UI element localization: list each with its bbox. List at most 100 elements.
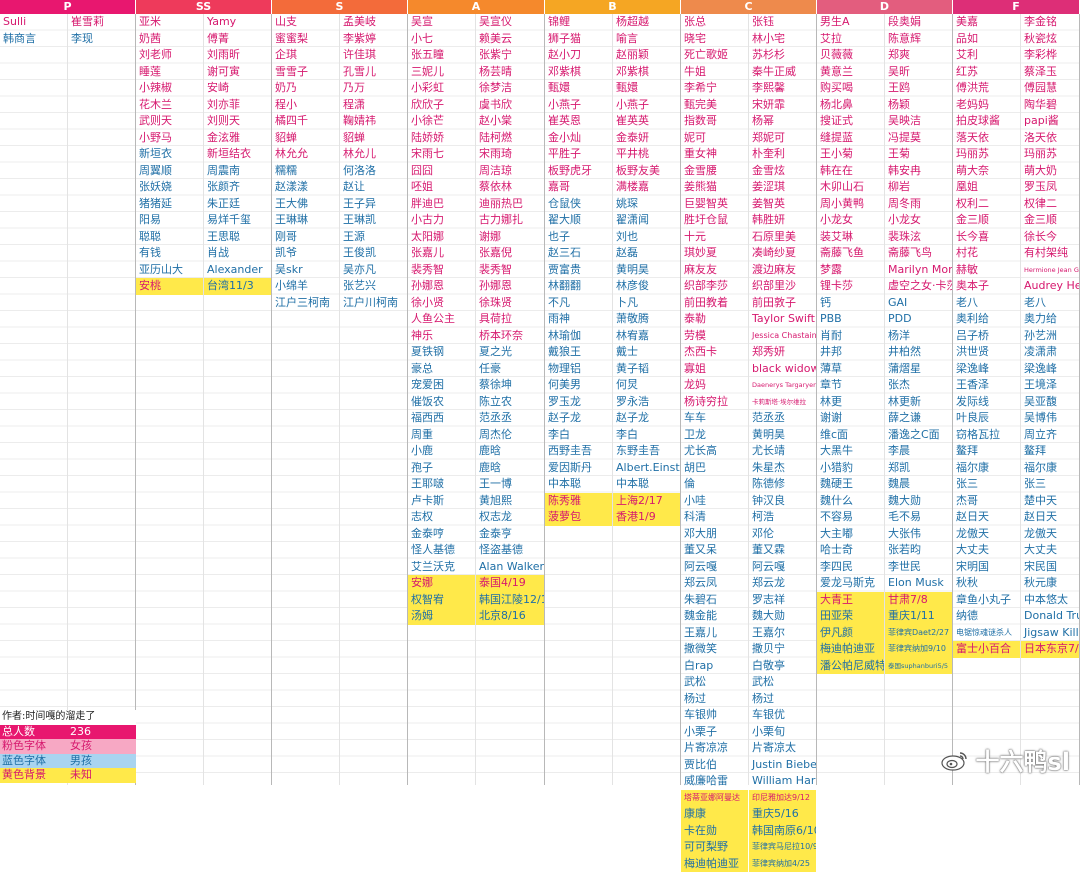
name-cell: 周洁琼 <box>476 163 544 180</box>
name-cell: 姚琛 <box>613 196 680 213</box>
name-cell: 夏之光 <box>476 344 544 361</box>
name-cell: 甘肃7/8 <box>885 592 952 609</box>
name-cell: 不容易 <box>817 509 884 526</box>
name-cell: 李紫婷 <box>340 31 407 48</box>
name-cell: 撒贝宁 <box>749 641 816 658</box>
name-cell: 林更 <box>817 394 884 411</box>
name-cell: 韩国南原6/10 <box>749 823 816 840</box>
name-cell: 翟潇闻 <box>613 212 680 229</box>
name-cell: 梁逸峰 <box>1021 361 1079 378</box>
pink-legend-row: 粉色字体女孩 <box>0 739 136 754</box>
name-cell: 李四民 <box>817 559 884 576</box>
name-cell: 甄完美 <box>681 97 748 114</box>
name-cell: 林允儿 <box>340 146 407 163</box>
name-cell: 杨芸晴 <box>476 64 544 81</box>
name-cell: 迪丽热巴 <box>476 196 544 213</box>
name-cell: 赵三石 <box>545 245 612 262</box>
name-cell: 赵小刀 <box>545 47 612 64</box>
name-cell: 康康 <box>681 806 748 823</box>
name-cell: 刘也 <box>613 229 680 246</box>
name-cell: 巨婴智英 <box>681 196 748 213</box>
name-cell: 邓伦 <box>749 526 816 543</box>
name-cell: 韩安冉 <box>885 163 952 180</box>
name-cell: 倫 <box>681 476 748 493</box>
name-cell: 呸姐 <box>408 179 475 196</box>
name-cell: 菲律宾马尼拉10/9 <box>749 839 816 856</box>
name-cell: 孟美岐 <box>340 14 407 31</box>
name-cell: 老八 <box>1021 295 1079 312</box>
name-cell: 秦牛正威 <box>749 64 816 81</box>
name-cell: 胖迪巴 <box>408 196 475 213</box>
name-cell: 王嘉儿 <box>681 625 748 642</box>
name-cell: 林翻翻 <box>545 278 612 295</box>
tier-column-6: 孟美岐李紫婷许佳琪孔雪儿乃万程潇鞠婧祎貂蝉林允儿何洛洛赵让王子异王琳凯王源王俊凯… <box>340 14 408 785</box>
name-cell: 洛天依 <box>1021 130 1079 147</box>
name-cell: Marilyn Monroe <box>885 262 952 279</box>
name-cell: 江户三柯南 <box>272 295 339 312</box>
name-cell: 权律二 <box>1021 196 1079 213</box>
name-cell: 范丞丞 <box>476 410 544 427</box>
name-cell: 罗玉龙 <box>545 394 612 411</box>
name-cell: 哈士奇 <box>817 542 884 559</box>
name-cell: PBB <box>817 311 884 328</box>
name-cell: 欣欣子 <box>408 97 475 114</box>
name-cell: 杨诗穷拉 <box>681 394 748 411</box>
name-cell: 林宥嘉 <box>613 328 680 345</box>
name-cell: 香港1/9 <box>613 509 680 526</box>
name-cell: 小鹿 <box>408 443 475 460</box>
name-cell: 龙傲天 <box>953 526 1020 543</box>
name-cell: 晓宅 <box>681 31 748 48</box>
name-cell: 貂蝉 <box>340 130 407 147</box>
name-cell: 魏晨 <box>885 476 952 493</box>
name-cell: 虚空之女·卡莎 <box>885 278 952 295</box>
name-cell: 薄草 <box>817 361 884 378</box>
name-cell: 李金铭 <box>1021 14 1079 31</box>
name-cell: 陆柯燃 <box>476 130 544 147</box>
name-cell: 张艺兴 <box>340 278 407 295</box>
name-cell: 菠萝包 <box>545 509 612 526</box>
name-cell: 前田敦子 <box>749 295 816 312</box>
tier-header-s: S <box>272 0 408 14</box>
name-cell: 小古力 <box>408 212 475 229</box>
legend-key: 作者:时间嘎的溜走了 <box>0 710 136 725</box>
name-cell: 薛之谦 <box>885 410 952 427</box>
name-cell: 井邦 <box>817 344 884 361</box>
name-cell: 大黑牛 <box>817 443 884 460</box>
name-cell: 雪雪子 <box>272 64 339 81</box>
name-cell: 怪盗基德 <box>476 542 544 559</box>
name-cell: 玛丽苏 <box>953 146 1020 163</box>
name-cell: 囧囧 <box>408 163 475 180</box>
tier-header-c: C <box>681 0 817 14</box>
name-cell: 金三顺 <box>1021 212 1079 229</box>
name-cell: 小七 <box>408 31 475 48</box>
name-cell: 吴宣仪 <box>476 14 544 31</box>
name-cell: 傅园慧 <box>1021 80 1079 97</box>
name-cell: 徐珠贤 <box>476 295 544 312</box>
name-cell: 爱因斯丹 <box>545 460 612 477</box>
name-cell: 搜证式 <box>817 113 884 130</box>
name-cell: 权智宥 <box>408 592 475 609</box>
name-cell: 金泰哼 <box>408 526 475 543</box>
name-cell: 赵漾漾 <box>272 179 339 196</box>
tier-header-f: F <box>953 0 1080 14</box>
name-cell: 阳易 <box>136 212 203 229</box>
name-cell: 前田教着 <box>681 295 748 312</box>
name-cell: 孙娜恩 <box>408 278 475 295</box>
name-cell: 渡边麻友 <box>749 262 816 279</box>
name-cell: 黄明昊 <box>613 262 680 279</box>
name-cell: 陈立农 <box>476 394 544 411</box>
name-cell: 罗永浩 <box>613 394 680 411</box>
name-cell: 貂蝉 <box>272 130 339 147</box>
name-cell: 品如 <box>953 31 1020 48</box>
name-cell: 西野圭吾 <box>545 443 612 460</box>
name-cell: 武松 <box>749 674 816 691</box>
name-cell: 落天依 <box>953 130 1020 147</box>
name-cell: 卡莉斯塔·埃尔维拉 <box>749 394 816 411</box>
name-cell: 牛姐 <box>681 64 748 81</box>
name-cell: 吴映洁 <box>885 113 952 130</box>
name-cell: 鞠婧祎 <box>340 113 407 130</box>
name-cell: 板野虎牙 <box>545 163 612 180</box>
name-cell: 王俊凯 <box>340 245 407 262</box>
name-cell: 黄子韬 <box>613 361 680 378</box>
